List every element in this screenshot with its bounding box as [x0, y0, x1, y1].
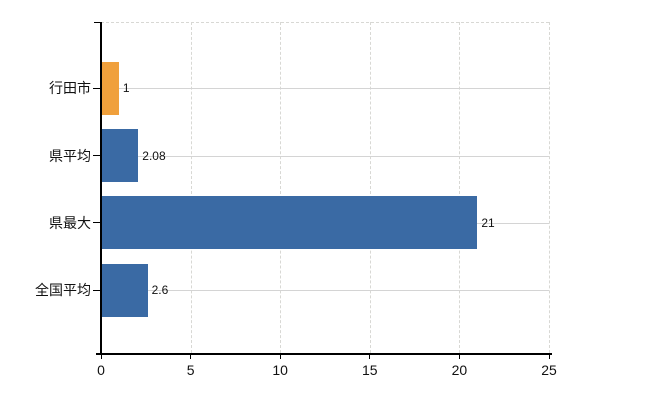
gridline-v [369, 22, 371, 353]
bar [101, 196, 478, 249]
category-label: 全国平均 [35, 282, 91, 298]
y-axis-tick [93, 289, 101, 291]
x-tick-label: 20 [451, 362, 468, 378]
gridline-v [190, 22, 192, 353]
x-axis-tick [279, 354, 281, 359]
bar-value-label: 21 [481, 215, 495, 230]
x-axis-tick [369, 354, 371, 359]
x-axis-tick [548, 354, 550, 359]
gridline-h [101, 155, 549, 157]
plot-top-border [101, 22, 549, 23]
x-tick-label: 0 [97, 362, 105, 378]
bar [101, 263, 148, 317]
x-tick-label: 25 [541, 362, 557, 378]
bar [101, 61, 119, 115]
category-label: 県平均 [49, 147, 91, 164]
x-tick-label: 5 [186, 362, 195, 378]
category-label: 行田市 [49, 80, 91, 96]
x-tick-label: 10 [272, 362, 288, 378]
bar [101, 129, 139, 182]
gridline-v [280, 22, 282, 353]
x-axis-tick [458, 354, 461, 359]
category-label: 県最大 [49, 214, 91, 231]
bar-value-label: 1 [122, 81, 130, 95]
y-axis-tick [93, 87, 101, 89]
y-axis-end-tick [94, 22, 101, 24]
x-axis-tick [190, 354, 192, 359]
gridline-h [101, 88, 549, 89]
bar-value-label: 2.6 [151, 283, 169, 297]
x-axis [96, 353, 552, 355]
gridline-h [101, 290, 549, 291]
x-axis-tick [100, 354, 102, 359]
y-axis [100, 22, 102, 354]
gridline-v [459, 22, 461, 353]
y-axis-tick [93, 222, 101, 224]
bar-value-label: 2.08 [142, 148, 166, 163]
gridline-v [549, 22, 550, 353]
x-tick-label: 15 [362, 362, 378, 378]
y-axis-tick [93, 155, 101, 157]
